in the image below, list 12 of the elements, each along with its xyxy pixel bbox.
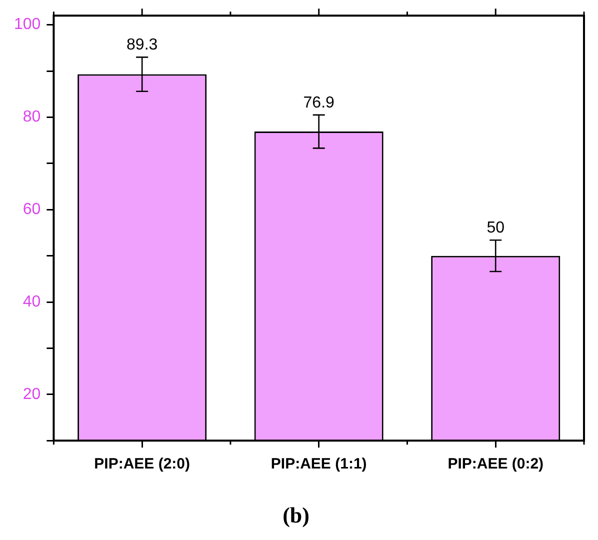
y-tick-label: 80 [22,108,41,126]
data-label: 76.9 [303,94,335,112]
x-tick-label: PIP:AEE (0:2) [448,456,544,473]
x-tick-label: PIP:AEE (2:0) [94,456,190,473]
data-label: 50 [486,220,505,237]
x-tick-label: PIP:AEE (1:1) [270,456,367,473]
y-tick-label: 100 [14,16,41,34]
text: (b) [282,502,310,528]
y-tick-label: 40 [22,293,41,310]
y-tick-label: 60 [22,201,41,218]
y-tick-label: 20 [22,386,41,403]
data-label: 89.3 [126,36,158,54]
